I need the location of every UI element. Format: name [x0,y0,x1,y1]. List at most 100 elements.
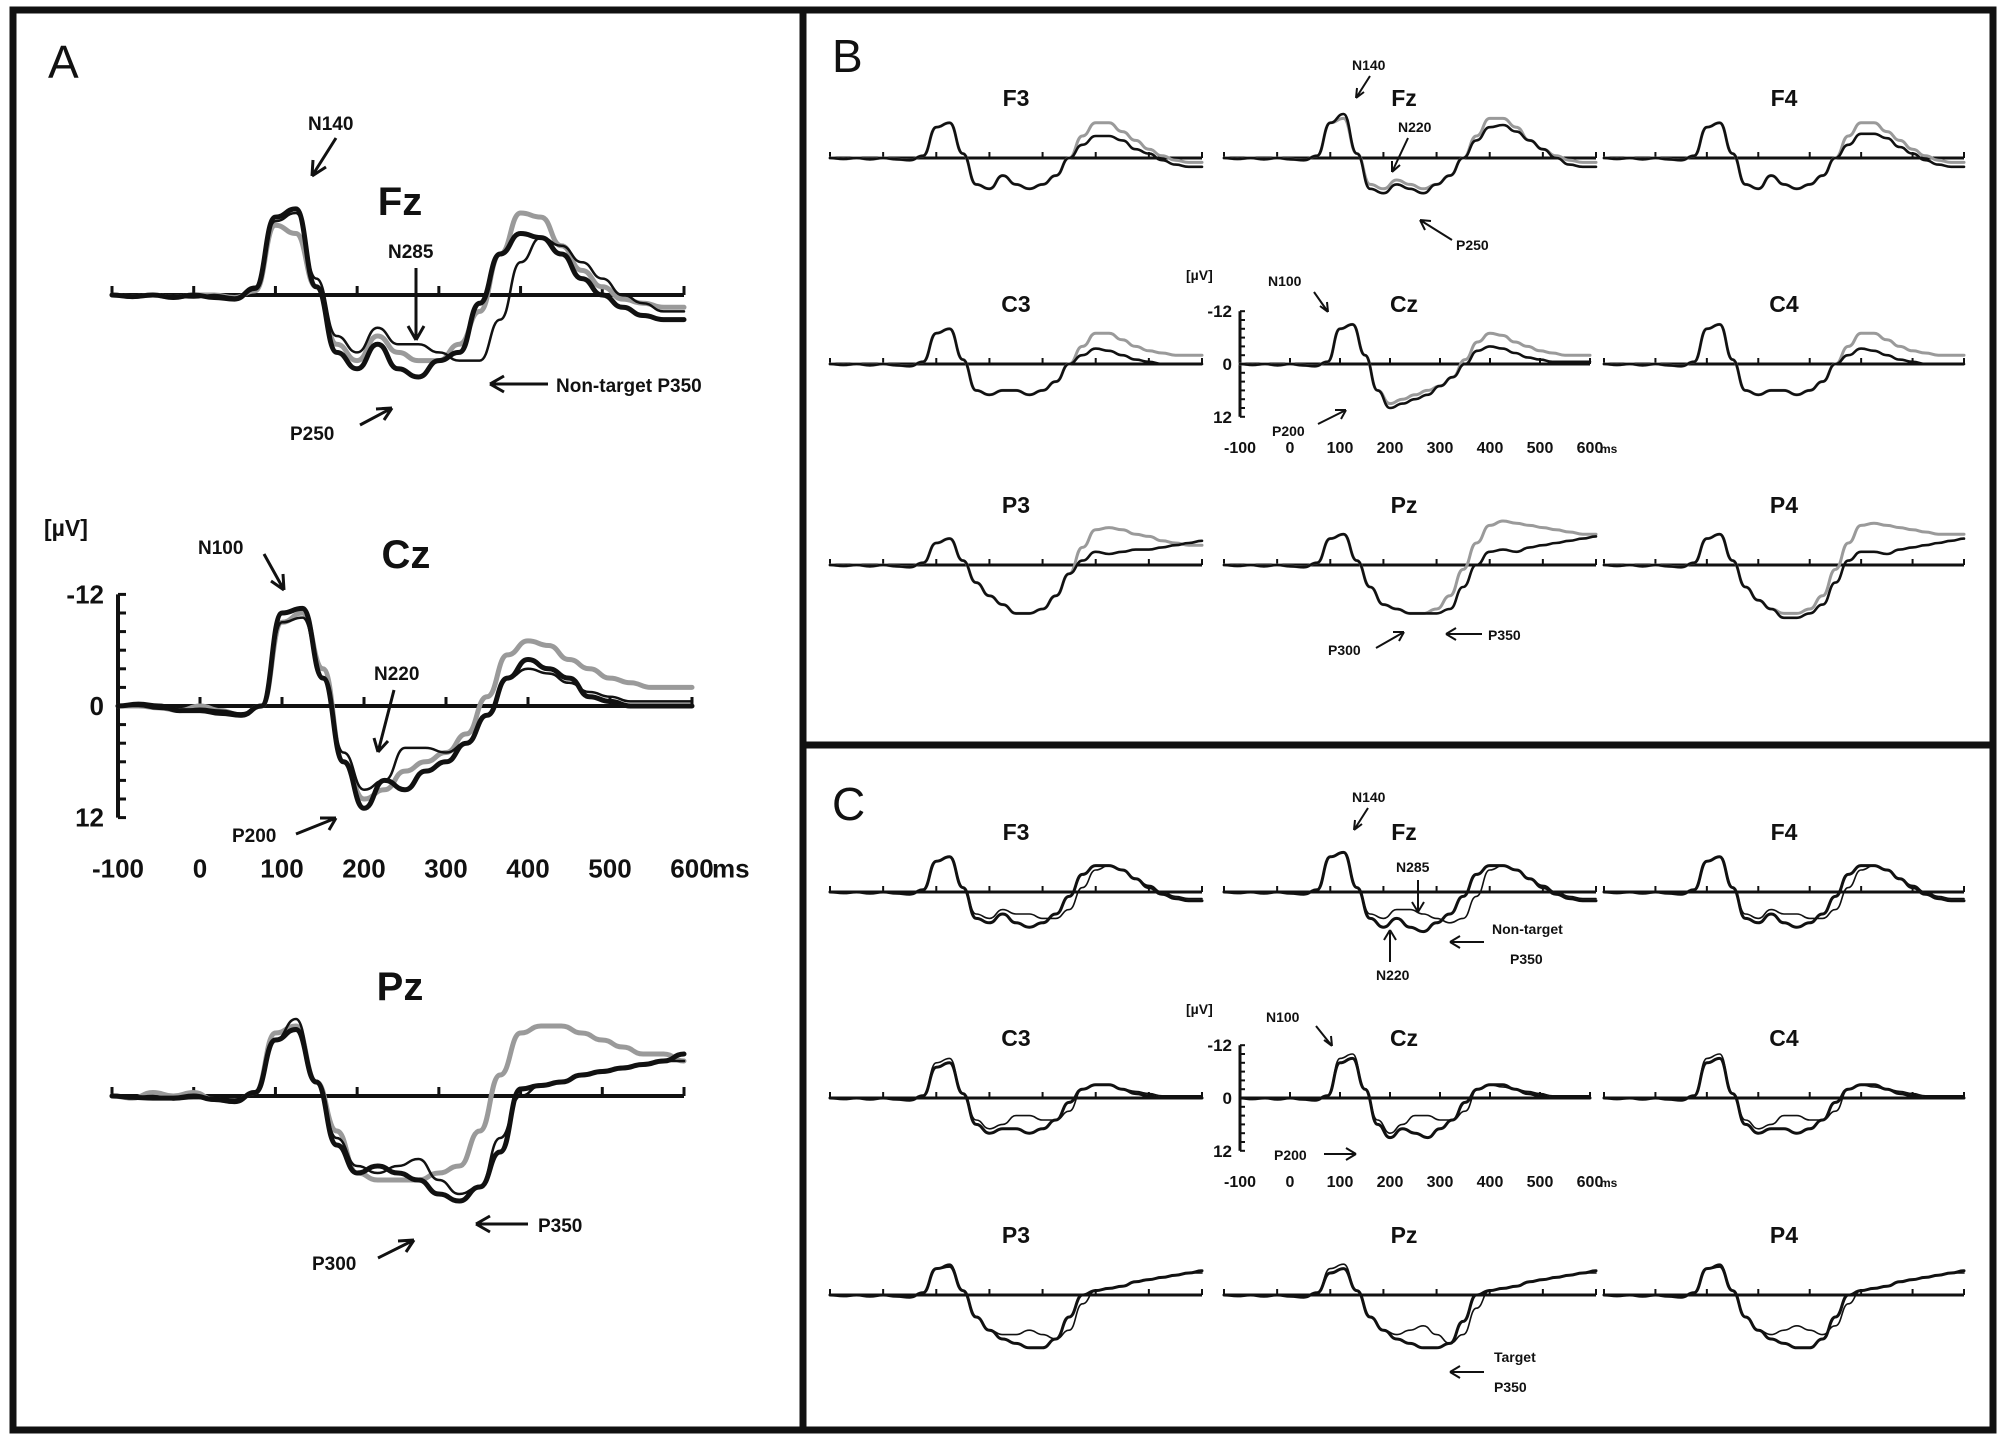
c-cz-xtick-label-200: 200 [1377,1174,1404,1191]
b-f4-series-gray [1602,121,1966,191]
a-n140-label: N140 [308,114,353,135]
c-f4-site-title: F4 [1771,819,1798,845]
a-pz-series-thin [110,1017,686,1196]
c-n285-arrow [1411,880,1425,913]
c-fz-site-title: Fz [1391,819,1417,845]
c-p3-series-thick [828,1264,1204,1350]
c-f4-series-thick [1602,855,1966,929]
a-cz-ytick-label-0: 0 [90,691,104,721]
c-cz-site-title: Cz [1390,1025,1418,1051]
c-f3-series-thick [828,855,1204,929]
a-fz-series-gray [109,210,687,364]
c-n140-arrow [1353,807,1369,831]
b-f3-site-title: F3 [1003,85,1030,111]
a-p350-arrow [475,1214,528,1234]
a-cz-xtick-label-600: 600 [670,854,713,884]
a-cz-ytick-label--12: -12 [66,579,104,609]
a-pz-series-gray [109,1023,687,1183]
b-n140-label: N140 [1352,57,1386,73]
b-cz-ytick-label--12: -12 [1207,302,1232,321]
b-cz-x-unit-label: ms [1600,442,1618,456]
a-cz-xtick-label-400: 400 [506,854,549,884]
b-c3-site-title: C3 [1001,291,1030,317]
c-p4-series-thick [1602,1264,1966,1350]
c-p350-label: P350 [1510,951,1543,967]
b-p250-label: P250 [1456,237,1489,253]
a-cz-xtick-label-200: 200 [342,854,385,884]
a-cz-x-unit-label: ms [712,854,750,884]
c-n140-label: N140 [1352,789,1386,805]
a-cz-series-thin [116,616,694,791]
a-p300-label: P300 [312,1254,356,1275]
c-p350b-label: P350 [1494,1379,1527,1395]
c-cz-xtick-label--100: -100 [1224,1174,1256,1191]
b-n100-arrow [1313,291,1329,313]
b-pz-series-black [1222,532,1598,615]
a-n285-label: N285 [388,242,434,263]
panel-letter-a: A [48,36,79,88]
c-pz-series-thin [1223,1263,1597,1345]
c-cz-ytick-label--12: -12 [1207,1036,1232,1055]
b-cz-series-black [1238,323,1592,410]
c-target-arrow [1449,1365,1484,1379]
c-c3-series-thin [829,1057,1203,1130]
b-n140-arrow [1355,75,1371,99]
b-n220-arrow [1391,137,1409,173]
a-cz-xtick-label-0: 0 [193,854,207,884]
c-c4-series-thin [1603,1053,1965,1130]
c-p200-label: P200 [1274,1147,1307,1163]
a-fz-series-thick [109,206,687,380]
a-cz-ytick-label-12: 12 [75,803,104,833]
c-p200-arrow [1324,1147,1357,1161]
a-n220-arrow [372,689,396,754]
c-p3-series-thin [829,1263,1203,1340]
a-p350-label: P350 [538,1216,582,1237]
c-cz-series-thin [1239,1053,1591,1134]
a-non-target-p350-arrow [489,374,548,394]
b-cz-xtick-label-200: 200 [1377,440,1404,457]
b-n100-label: N100 [1268,273,1302,289]
a-n100-label: N100 [198,538,243,559]
a-p200-label: P200 [232,826,276,847]
a-p200-arrow [295,816,338,836]
a-p250-arrow [359,406,394,427]
b-fz-site-title: Fz [1391,85,1417,111]
a-p300-arrow [377,1238,416,1260]
c-cz-xtick-label-100: 100 [1327,1174,1354,1191]
c-cz-x-unit-label: ms [1600,1176,1618,1190]
a-cz-series-thick [115,605,695,811]
b-cz-ytick-label-0: 0 [1223,355,1232,374]
panel-letter-b: B [832,30,863,82]
c-nontarget-arrow [1449,935,1484,949]
c-n285-label: N285 [1396,859,1430,875]
c-cz-xtick-label-300: 300 [1427,1174,1454,1191]
a-n285-arrow [406,268,426,341]
b-pz-series-gray [1222,519,1598,615]
c-p4-series-thin [1603,1263,1965,1336]
c-p3-site-title: P3 [1002,1222,1030,1248]
b-p200-label: P200 [1272,423,1305,439]
a-cz-site-title: Cz [382,533,431,577]
b-p4-site-title: P4 [1770,492,1798,518]
c-f3-site-title: F3 [1003,819,1030,845]
c-target-label: Target [1494,1349,1536,1365]
a-cz-xtick-label-300: 300 [424,854,467,884]
b-cz-xtick-label-300: 300 [1427,440,1454,457]
panel-letter-c: C [832,778,865,830]
b-p200-arrow [1317,409,1347,425]
a-cz-xtick-label-500: 500 [588,854,631,884]
b-p3-site-title: P3 [1002,492,1030,518]
b-pz-site-title: Pz [1391,492,1418,518]
c-fz-series-thick [1222,850,1598,934]
b-cz-xtick-label-600: 600 [1577,440,1604,457]
a-unit-label: [µV] [44,515,88,541]
a-cz-xtick-label--100: -100 [92,854,144,884]
c-c4-series-thick [1602,1056,1966,1135]
b-p250-arrow [1419,219,1453,241]
c-c3-site-title: C3 [1001,1025,1030,1051]
a-n100-arrow [262,553,286,592]
b-p300-arrow [1375,631,1405,649]
b-c4-site-title: C4 [1769,291,1799,317]
